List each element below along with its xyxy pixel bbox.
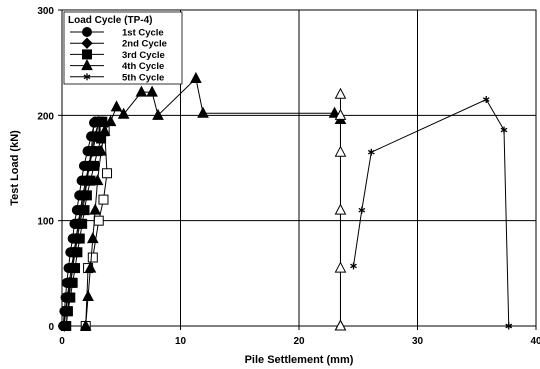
series-line bbox=[353, 98, 510, 327]
data-point bbox=[358, 206, 366, 214]
data-point bbox=[334, 203, 347, 215]
data-point bbox=[367, 148, 375, 156]
data-point bbox=[505, 322, 513, 330]
data-point bbox=[61, 321, 72, 331]
data-point bbox=[72, 247, 83, 258]
data-point bbox=[87, 252, 98, 263]
legend-label: 4th Cycle bbox=[122, 61, 164, 72]
legend-marker bbox=[83, 73, 91, 81]
data-point bbox=[86, 231, 99, 244]
series-layer bbox=[58, 71, 513, 332]
y-tick-label: 200 bbox=[37, 111, 54, 122]
data-point bbox=[104, 115, 117, 127]
series-6 bbox=[350, 96, 513, 330]
series-5 bbox=[334, 87, 347, 331]
axis-ticks: 0 10 20 30 40 0 100 200 300 bbox=[37, 6, 540, 347]
data-point bbox=[88, 160, 99, 171]
data-point bbox=[89, 203, 102, 215]
x-tick-label: 0 bbox=[59, 336, 65, 347]
data-point bbox=[334, 87, 347, 99]
data-point bbox=[84, 261, 97, 273]
data-point bbox=[334, 319, 347, 331]
legend-label: 3rd Cycle bbox=[122, 50, 165, 61]
y-tick-label: 100 bbox=[37, 217, 54, 228]
legend-marker bbox=[82, 49, 92, 60]
y-tick-label: 300 bbox=[37, 6, 54, 17]
data-point bbox=[146, 85, 158, 97]
data-point bbox=[81, 190, 92, 201]
data-point bbox=[97, 116, 108, 127]
x-axis-title: Pile Settlement (mm) bbox=[245, 354, 354, 366]
series-4 bbox=[79, 71, 347, 331]
legend-label: 5th Cycle bbox=[122, 72, 164, 83]
data-point bbox=[350, 262, 357, 270]
data-point bbox=[65, 292, 76, 303]
data-point bbox=[334, 261, 347, 273]
data-point bbox=[328, 106, 341, 118]
data-point bbox=[70, 263, 81, 274]
data-point bbox=[74, 233, 85, 244]
legend-title: Load Cycle (TP-4) bbox=[68, 15, 152, 26]
x-tick-label: 30 bbox=[412, 336, 424, 347]
data-point bbox=[62, 306, 73, 317]
legend-marker bbox=[82, 27, 92, 37]
data-point bbox=[77, 218, 88, 229]
data-point bbox=[500, 126, 508, 134]
data-point bbox=[135, 85, 148, 97]
data-point bbox=[482, 96, 490, 104]
x-tick-label: 20 bbox=[293, 336, 305, 347]
x-tick-label: 40 bbox=[530, 336, 540, 347]
data-point bbox=[79, 205, 90, 216]
data-point bbox=[91, 174, 104, 186]
data-point bbox=[67, 277, 78, 288]
data-point bbox=[98, 124, 111, 136]
data-point bbox=[334, 108, 347, 120]
legend-label: 2nd Cycle bbox=[122, 39, 167, 50]
data-point bbox=[82, 289, 94, 302]
data-point bbox=[334, 145, 347, 157]
data-point bbox=[93, 215, 104, 226]
data-point bbox=[110, 100, 123, 112]
data-point bbox=[98, 194, 109, 205]
data-point bbox=[197, 106, 209, 118]
data-point bbox=[102, 168, 113, 179]
y-tick-label: 0 bbox=[48, 322, 54, 333]
data-point bbox=[95, 144, 107, 156]
legend-marker bbox=[81, 37, 93, 49]
data-point bbox=[79, 319, 92, 331]
y-axis-title: Test Load (kN) bbox=[9, 130, 21, 206]
grid bbox=[62, 10, 536, 326]
x-tick-label: 10 bbox=[175, 336, 187, 347]
legend-label: 1st Cycle bbox=[122, 28, 164, 39]
data-point bbox=[152, 108, 164, 120]
legend-box bbox=[63, 11, 183, 85]
data-point bbox=[117, 107, 130, 119]
data-point bbox=[190, 71, 202, 83]
legend-marker bbox=[81, 59, 93, 71]
